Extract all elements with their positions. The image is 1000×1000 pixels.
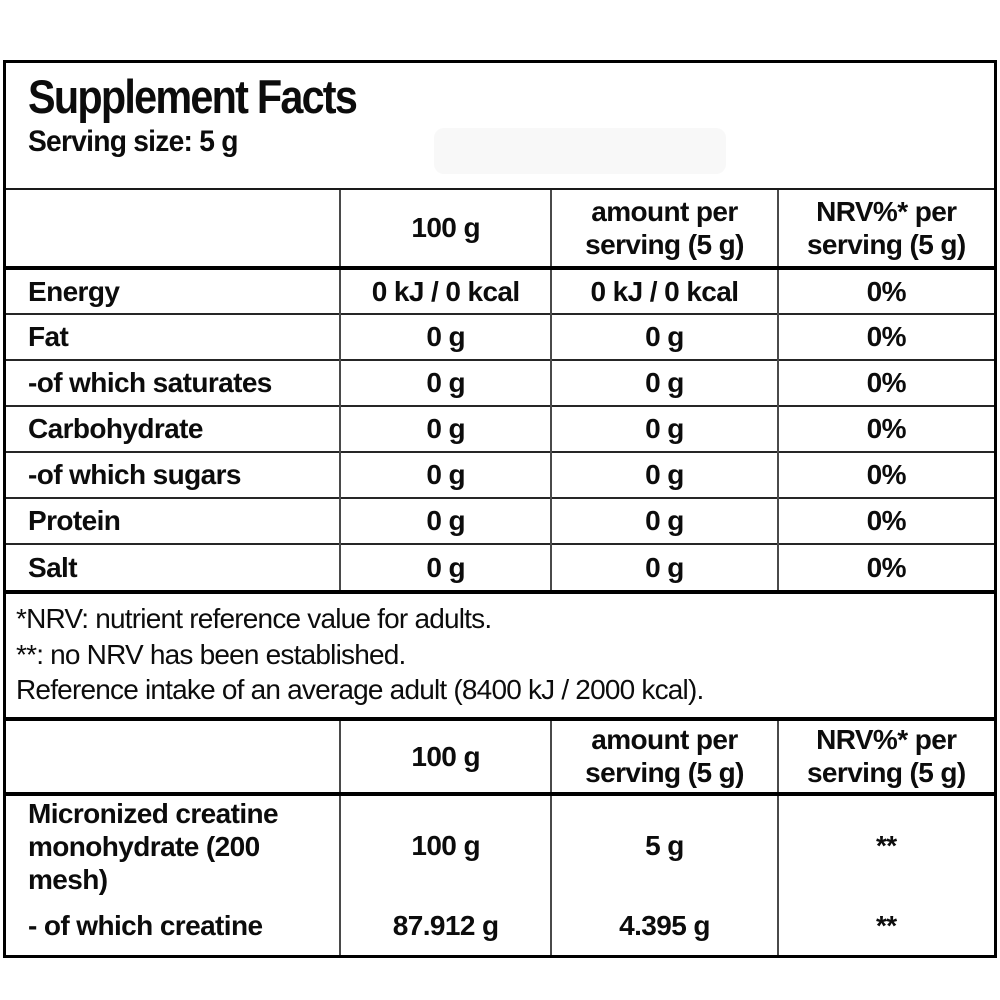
- footnote-nrv-definition: *NRV: nutrient reference value for adult…: [16, 603, 492, 634]
- header-amount-per-serving-cell: amount per serving (5 g): [550, 720, 778, 796]
- header-100g-cell: 100 g: [338, 720, 552, 796]
- value-per-serving: 4.395 g: [550, 896, 778, 955]
- value-per-serving: 0 g: [550, 359, 778, 406]
- supplement-facts-label: Supplement Facts Serving size: 5 g 100 g…: [3, 60, 997, 958]
- header-amount-per-serving-cell: amount per serving (5 g): [550, 190, 778, 270]
- header-blank-cell: [6, 190, 340, 270]
- value-per-serving: 0 g: [550, 451, 778, 498]
- table-row-energy: Energy 0 kJ / 0 kcal 0 kJ / 0 kcal 0%: [6, 268, 994, 314]
- header-nrv-per-serving-cell: NRV%* per serving (5 g): [776, 720, 994, 796]
- value-per-100g: 87.912 g: [338, 896, 552, 955]
- value-per-serving: 0 g: [550, 497, 778, 544]
- row-label: -of which sugars: [6, 451, 340, 498]
- header-100g-cell: 100 g: [338, 190, 552, 270]
- value-nrv: 0%: [776, 497, 994, 544]
- value-per-100g: 0 g: [338, 497, 552, 544]
- value-nrv: 0%: [776, 405, 994, 452]
- value-per-100g: 0 g: [338, 313, 552, 360]
- table-row-saturates: -of which saturates 0 g 0 g 0%: [6, 359, 994, 406]
- value-per-serving: 0 g: [550, 405, 778, 452]
- value-per-100g: 0 g: [338, 405, 552, 452]
- table-row-carbohydrate: Carbohydrate 0 g 0 g 0%: [6, 405, 994, 452]
- nutrition-table: 100 g amount per serving (5 g) NRV%* per…: [6, 190, 994, 590]
- table-row-sugars: -of which sugars 0 g 0 g 0%: [6, 451, 994, 498]
- value-per-serving: 0 kJ / 0 kcal: [550, 268, 778, 314]
- row-label: Energy: [28, 275, 120, 307]
- serving-size-text: Serving size: 5 g: [28, 124, 239, 158]
- ingredients-table-header-row: 100 g amount per serving (5 g) NRV%* per…: [6, 720, 994, 796]
- background-artifact: [434, 128, 726, 174]
- table-row-salt: Salt 0 g 0 g 0%: [6, 543, 994, 590]
- value-nrv: 0%: [776, 359, 994, 406]
- value-nrv: **: [776, 896, 994, 955]
- footnote-reference-intake: Reference intake of an average adult (84…: [16, 674, 704, 706]
- value-per-serving: 0 g: [550, 313, 778, 360]
- label-title: Supplement Facts: [28, 70, 358, 123]
- value-nrv: 0%: [776, 313, 994, 360]
- ingredients-table: 100 g amount per serving (5 g) NRV%* per…: [6, 720, 994, 955]
- row-label: -of which saturates: [6, 359, 340, 406]
- value-per-100g: 0 g: [338, 359, 552, 406]
- value-per-100g: 100 g: [338, 793, 552, 897]
- value-nrv: 0%: [776, 451, 994, 498]
- row-label: Carbohydrate: [6, 405, 340, 452]
- value-per-serving: 5 g: [550, 793, 778, 897]
- row-label: Protein: [6, 497, 340, 544]
- value-per-serving: 0 g: [550, 543, 778, 590]
- value-nrv: 0%: [776, 543, 994, 590]
- row-label: Fat: [6, 313, 340, 360]
- table-row-protein: Protein 0 g 0 g 0%: [6, 497, 994, 544]
- nutrition-table-header-row: 100 g amount per serving (5 g) NRV%* per…: [6, 190, 994, 270]
- value-nrv: 0%: [776, 268, 994, 314]
- row-label: Salt: [6, 543, 340, 590]
- value-per-100g: 0 g: [338, 543, 552, 590]
- header-nrv-per-serving-cell: NRV%* per serving (5 g): [776, 190, 994, 270]
- header-blank-cell: [6, 720, 340, 796]
- footnotes-block: *NRV: nutrient reference value for adult…: [6, 590, 994, 721]
- label-header: Supplement Facts Serving size: 5 g: [6, 63, 994, 190]
- value-per-100g: 0 kJ / 0 kcal: [338, 268, 552, 314]
- table-row-of-which-creatine: - of which creatine 87.912 g 4.395 g **: [6, 896, 994, 955]
- footnote-no-nrv: **: no NRV has been established.: [16, 638, 406, 670]
- value-per-100g: 0 g: [338, 451, 552, 498]
- row-label: - of which creatine: [28, 910, 263, 942]
- table-row-fat: Fat 0 g 0 g 0%: [6, 313, 994, 360]
- row-label: Micronized creatine monohydrate (200 mes…: [28, 797, 279, 895]
- table-row-creatine-monohydrate: Micronized creatine monohydrate (200 mes…: [6, 793, 994, 897]
- value-nrv: **: [776, 793, 994, 897]
